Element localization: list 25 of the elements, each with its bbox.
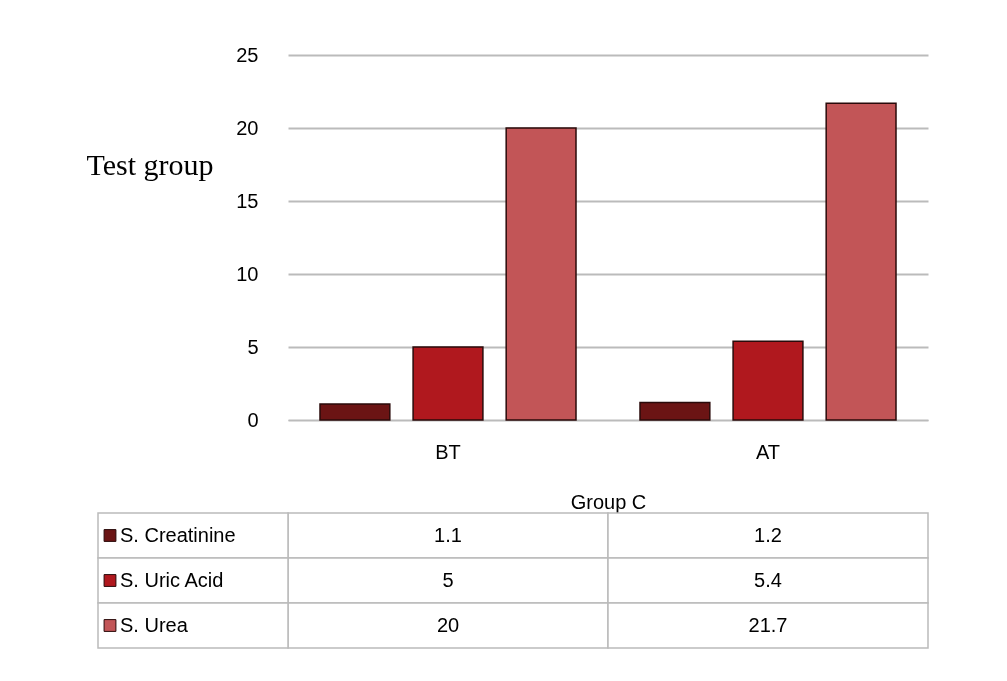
data-label: 1.2 xyxy=(754,523,782,546)
bar xyxy=(319,403,391,421)
y-tick-label: 20 xyxy=(236,116,259,139)
legend-label: S. Uric Acid xyxy=(120,568,224,591)
y-tick-label: 15 xyxy=(236,189,259,212)
y-tick-label: 5 xyxy=(247,335,259,358)
bar xyxy=(825,102,897,421)
legend-label: S. Creatinine xyxy=(120,523,236,546)
data-label: 5.4 xyxy=(754,568,782,591)
bar xyxy=(412,346,484,421)
data-label: 5 xyxy=(442,568,454,591)
bar xyxy=(732,340,804,421)
legend-label: S. Urea xyxy=(120,613,189,636)
y-tick-label: 10 xyxy=(236,262,259,285)
y-tick-label: 25 xyxy=(236,43,259,66)
data-label: 1.1 xyxy=(434,523,462,546)
data-label: 20 xyxy=(436,613,460,636)
x-tick-label: BT xyxy=(435,440,461,463)
data-label: 21.7 xyxy=(748,613,788,636)
y-tick-label: 0 xyxy=(247,408,259,431)
y-axis-title: Test group xyxy=(86,147,214,181)
bar xyxy=(505,127,577,421)
x-axis-title: Group C xyxy=(570,490,647,513)
x-tick-label: AT xyxy=(755,440,781,463)
bar xyxy=(639,401,711,421)
